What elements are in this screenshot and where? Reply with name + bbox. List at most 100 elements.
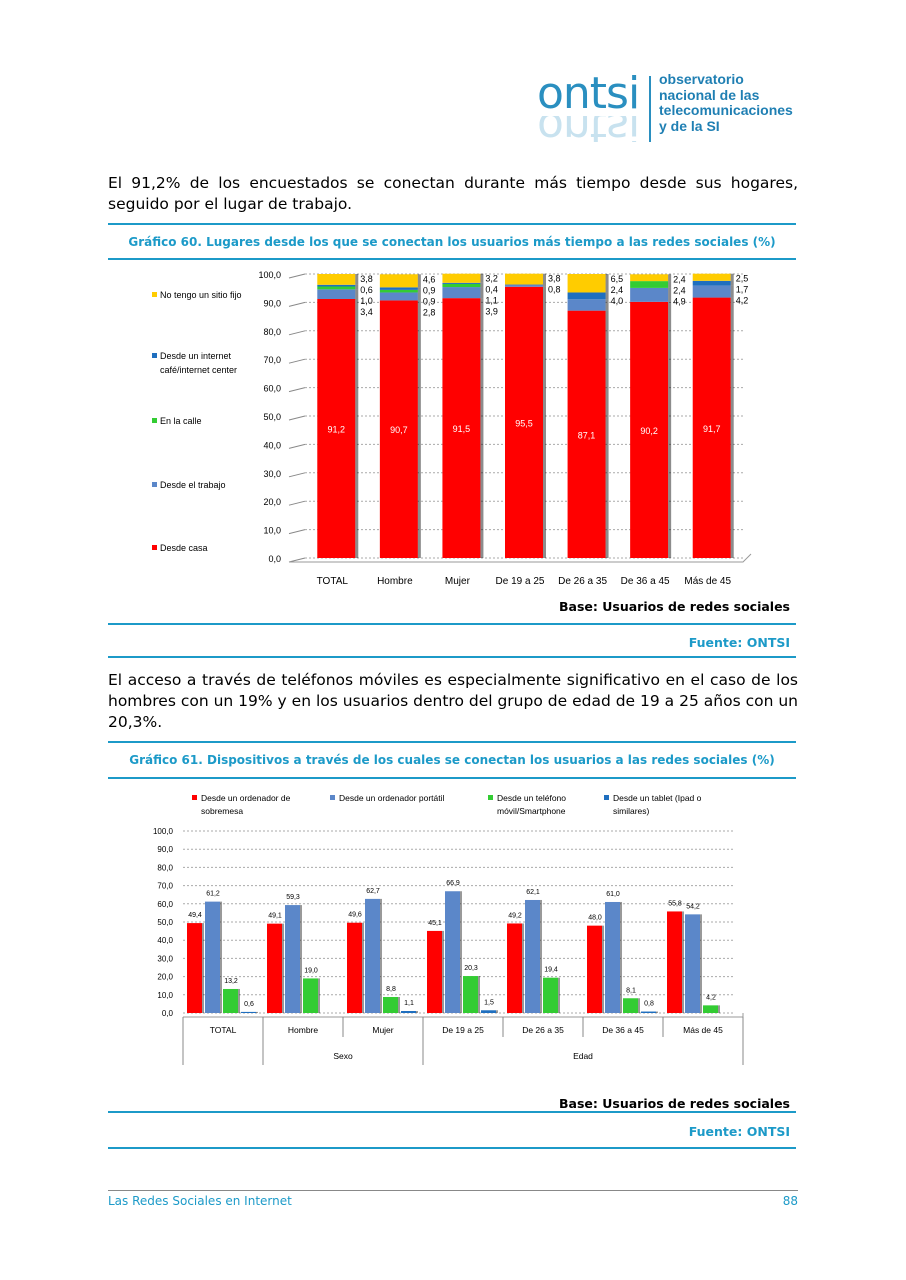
legend-label: En la calle xyxy=(160,416,202,426)
bar xyxy=(205,901,220,1013)
bar xyxy=(401,1010,416,1013)
source-note: Fuente: ONTSI xyxy=(688,635,790,650)
axis-tick xyxy=(288,443,306,449)
data-label: 2,5 xyxy=(736,274,749,284)
bar-segment xyxy=(317,286,356,290)
y-tick-label: 70,0 xyxy=(263,355,281,365)
bar xyxy=(525,899,540,1013)
bar-side xyxy=(380,898,382,1013)
bar xyxy=(481,1010,496,1013)
bar-segment xyxy=(505,286,543,558)
legend-label: similares) xyxy=(613,806,650,816)
y-tick-label: 80,0 xyxy=(263,327,281,337)
bar-side xyxy=(620,901,622,1013)
legend-swatch xyxy=(488,795,493,800)
bar-segment xyxy=(442,287,481,299)
data-label: 2,8 xyxy=(423,307,436,317)
chart-60: 0,0 10,0 20,0 30,0 40,0 50,0 60,0 70,0 80,0 90,0 1… xyxy=(152,270,752,587)
data-label: 2,4 xyxy=(611,285,624,295)
bar-side xyxy=(202,923,204,1013)
data-label: 1,1 xyxy=(485,296,498,306)
bar xyxy=(543,977,558,1013)
y-tick-label: 60,0 xyxy=(157,900,173,909)
y-tick-label: 50,0 xyxy=(263,412,281,422)
legend-label: Desde un ordenador portátil xyxy=(339,793,444,803)
legend-label: Desde un internet xyxy=(160,351,232,361)
legend-label: No tengo un sitio fijo xyxy=(160,290,242,300)
bar-side xyxy=(700,914,702,1013)
data-label: 4,0 xyxy=(611,296,624,306)
bar-segment xyxy=(630,287,669,302)
bar-side xyxy=(605,292,609,300)
bar xyxy=(383,996,398,1013)
bar xyxy=(187,923,202,1013)
bar xyxy=(507,923,522,1013)
bar-side xyxy=(398,996,400,1013)
y-tick-label: 30,0 xyxy=(263,469,281,479)
y-tick-label: 40,0 xyxy=(157,936,173,945)
bar-side xyxy=(417,287,421,290)
data-label: 3,9 xyxy=(485,307,498,317)
bar xyxy=(267,923,282,1013)
data-label: 0,6 xyxy=(244,1001,254,1008)
y-tick-label: 20,0 xyxy=(263,497,281,507)
legend-label: Desde casa xyxy=(160,543,208,553)
bar-side xyxy=(602,925,604,1013)
bar-side xyxy=(416,1010,418,1013)
bar-side xyxy=(668,281,672,288)
data-label: 55,8 xyxy=(668,900,682,907)
bar-side xyxy=(605,310,609,558)
bar-side xyxy=(300,905,302,1013)
bar-segment xyxy=(317,298,356,558)
bar xyxy=(303,978,318,1013)
bar-side xyxy=(522,923,524,1013)
page-number: 88 xyxy=(782,1194,798,1208)
legend-swatch xyxy=(152,292,157,297)
chart-floor xyxy=(289,553,752,563)
bar-segment xyxy=(692,297,731,558)
logo-line: nacional de las xyxy=(659,86,760,103)
data-label: 62,1 xyxy=(526,889,540,896)
x-tick-label: Mujer xyxy=(372,1025,393,1035)
bar-side xyxy=(668,274,672,282)
data-label: 87,1 xyxy=(578,430,596,440)
legend-swatch xyxy=(192,795,197,800)
legend-label: Desde un teléfono xyxy=(497,793,566,803)
chart-61-caption: Gráfico 61. Dispositivos a través de los… xyxy=(129,753,775,767)
y-tick-label: 60,0 xyxy=(263,384,281,394)
data-label: 2,4 xyxy=(673,274,686,284)
bar-side xyxy=(638,998,640,1013)
axis-tick xyxy=(288,273,306,279)
y-tick-label: 0,0 xyxy=(162,1009,174,1018)
x-tick-label: Hombre xyxy=(377,576,413,587)
chart-floor xyxy=(183,1013,744,1018)
bar-side xyxy=(718,1005,720,1013)
bar xyxy=(463,976,478,1013)
legend-label: Desde un tablet (Ipad o xyxy=(613,793,702,803)
data-label: 13,2 xyxy=(224,978,238,985)
bar-side xyxy=(355,284,359,287)
bar-segment xyxy=(567,310,606,558)
bar-segment xyxy=(379,292,418,301)
bar-side xyxy=(480,283,484,288)
bar-segment xyxy=(630,301,669,558)
data-label: 3,8 xyxy=(360,274,373,284)
data-label: 0,6 xyxy=(360,285,373,295)
bar-side xyxy=(730,273,734,281)
y-tick-label: 20,0 xyxy=(157,973,173,982)
bar-side xyxy=(355,298,359,558)
data-label: 8,8 xyxy=(386,986,396,993)
bar-side xyxy=(668,301,672,558)
bar-segment xyxy=(567,292,606,300)
x-tick-label: Más de 45 xyxy=(683,1025,723,1035)
x-tick-label: TOTAL xyxy=(210,1025,237,1035)
bar xyxy=(703,1005,718,1013)
x-tick-label: De 26 a 35 xyxy=(558,576,607,587)
ontsi-logo: ontsi ontsi observatorio nacional de las… xyxy=(537,71,793,142)
bar-side xyxy=(558,977,560,1013)
data-label: 4,6 xyxy=(423,274,436,284)
bar-segment xyxy=(379,287,418,290)
bar-side xyxy=(417,300,421,558)
data-label: 49,2 xyxy=(508,912,522,919)
bar-segment xyxy=(442,283,481,288)
